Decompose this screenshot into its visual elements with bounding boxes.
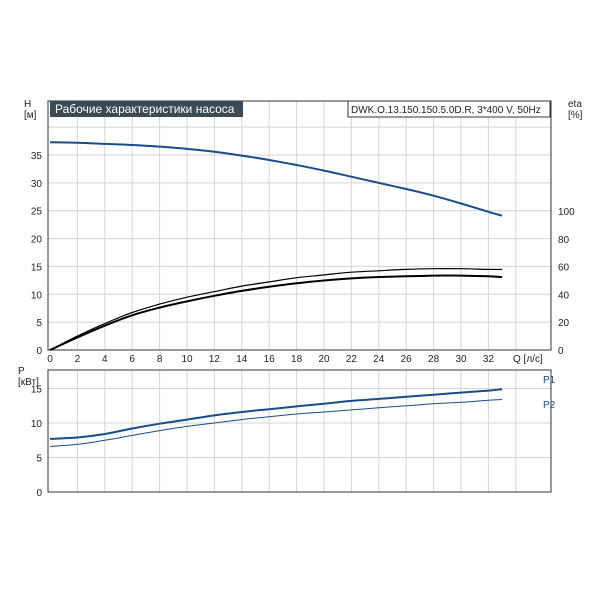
top-series bbox=[49, 141, 503, 351]
bottom-series: P1 P2 bbox=[49, 375, 556, 447]
y-axis-label-power: P [кВт] bbox=[18, 366, 39, 388]
x-tick-label: 0 bbox=[47, 354, 53, 365]
power-tick-label: 5 bbox=[36, 454, 42, 465]
x-tick-label: 26 bbox=[401, 354, 413, 365]
power-tick-label: 0 bbox=[36, 488, 42, 499]
power-curve-p2 bbox=[49, 399, 503, 447]
series-label-p2: P2 bbox=[543, 400, 556, 411]
x-tick-label: 18 bbox=[291, 354, 303, 365]
power-tick-label: 15 bbox=[31, 385, 43, 396]
y2-tick-label: 80 bbox=[558, 235, 570, 246]
y-tick-label: 20 bbox=[31, 235, 43, 246]
x-tick-label: 28 bbox=[428, 354, 440, 365]
bottom-ticks: 0 5 10 15 bbox=[31, 385, 43, 500]
model-box bbox=[347, 100, 551, 118]
x-tick-label: 6 bbox=[129, 354, 135, 365]
x-axis-label-q: Q [л/с] bbox=[513, 354, 543, 365]
x-tick-label: 2 bbox=[75, 354, 81, 365]
top-plot-frame bbox=[47, 100, 552, 351]
y2-tick-label: 100 bbox=[558, 207, 575, 218]
y2-tick-label: 0 bbox=[558, 346, 564, 357]
y2-tick-label: 60 bbox=[558, 263, 570, 274]
y2-axis-label-eta: eta [%] bbox=[568, 99, 583, 121]
x-tick-label: 10 bbox=[181, 354, 193, 365]
x-tick-label: 20 bbox=[318, 354, 330, 365]
chart-title: Рабочие характеристики насоса bbox=[55, 102, 235, 116]
head-curve bbox=[49, 141, 503, 217]
y-tick-label: 35 bbox=[31, 151, 43, 162]
y2-tick-label: 40 bbox=[558, 290, 570, 301]
power-curve-p1 bbox=[49, 388, 503, 440]
power-tick-label: 10 bbox=[31, 419, 43, 430]
y-tick-label: 0 bbox=[36, 346, 42, 357]
x-tick-label: 16 bbox=[264, 354, 276, 365]
y-tick-label: 10 bbox=[31, 290, 43, 301]
x-tick-label: 4 bbox=[102, 354, 108, 365]
efficiency-curve-lower bbox=[49, 274, 503, 351]
efficiency-curve-upper bbox=[49, 268, 503, 351]
series-label-p1: P1 bbox=[543, 375, 556, 386]
x-tick-label: 14 bbox=[236, 354, 248, 365]
y-tick-label: 5 bbox=[36, 318, 42, 329]
x-tick-label: 24 bbox=[373, 354, 385, 365]
x-tick-label: 30 bbox=[455, 354, 467, 365]
y-tick-label: 25 bbox=[31, 207, 43, 218]
x-tick-label: 8 bbox=[157, 354, 163, 365]
x-tick-label: 12 bbox=[209, 354, 221, 365]
pump-model: DWK.O.13.150.150.5.0D.R, 3*400 V, 50Hz bbox=[351, 105, 541, 116]
title-background bbox=[50, 101, 243, 117]
x-tick-label: 22 bbox=[346, 354, 358, 365]
y-tick-label: 30 bbox=[31, 179, 43, 190]
top-ticks: 0 2 4 6 8 10 12 14 16 18 20 22 24 26 28 30 3205101520253… bbox=[31, 151, 575, 365]
y-axis-label-head: H [м] bbox=[24, 99, 37, 121]
y-tick-label: 15 bbox=[31, 262, 43, 273]
bottom-plot-frame bbox=[47, 369, 552, 493]
top-grid bbox=[48, 101, 551, 350]
y2-tick-label: 20 bbox=[558, 318, 570, 329]
x-tick-label: 32 bbox=[483, 354, 495, 365]
